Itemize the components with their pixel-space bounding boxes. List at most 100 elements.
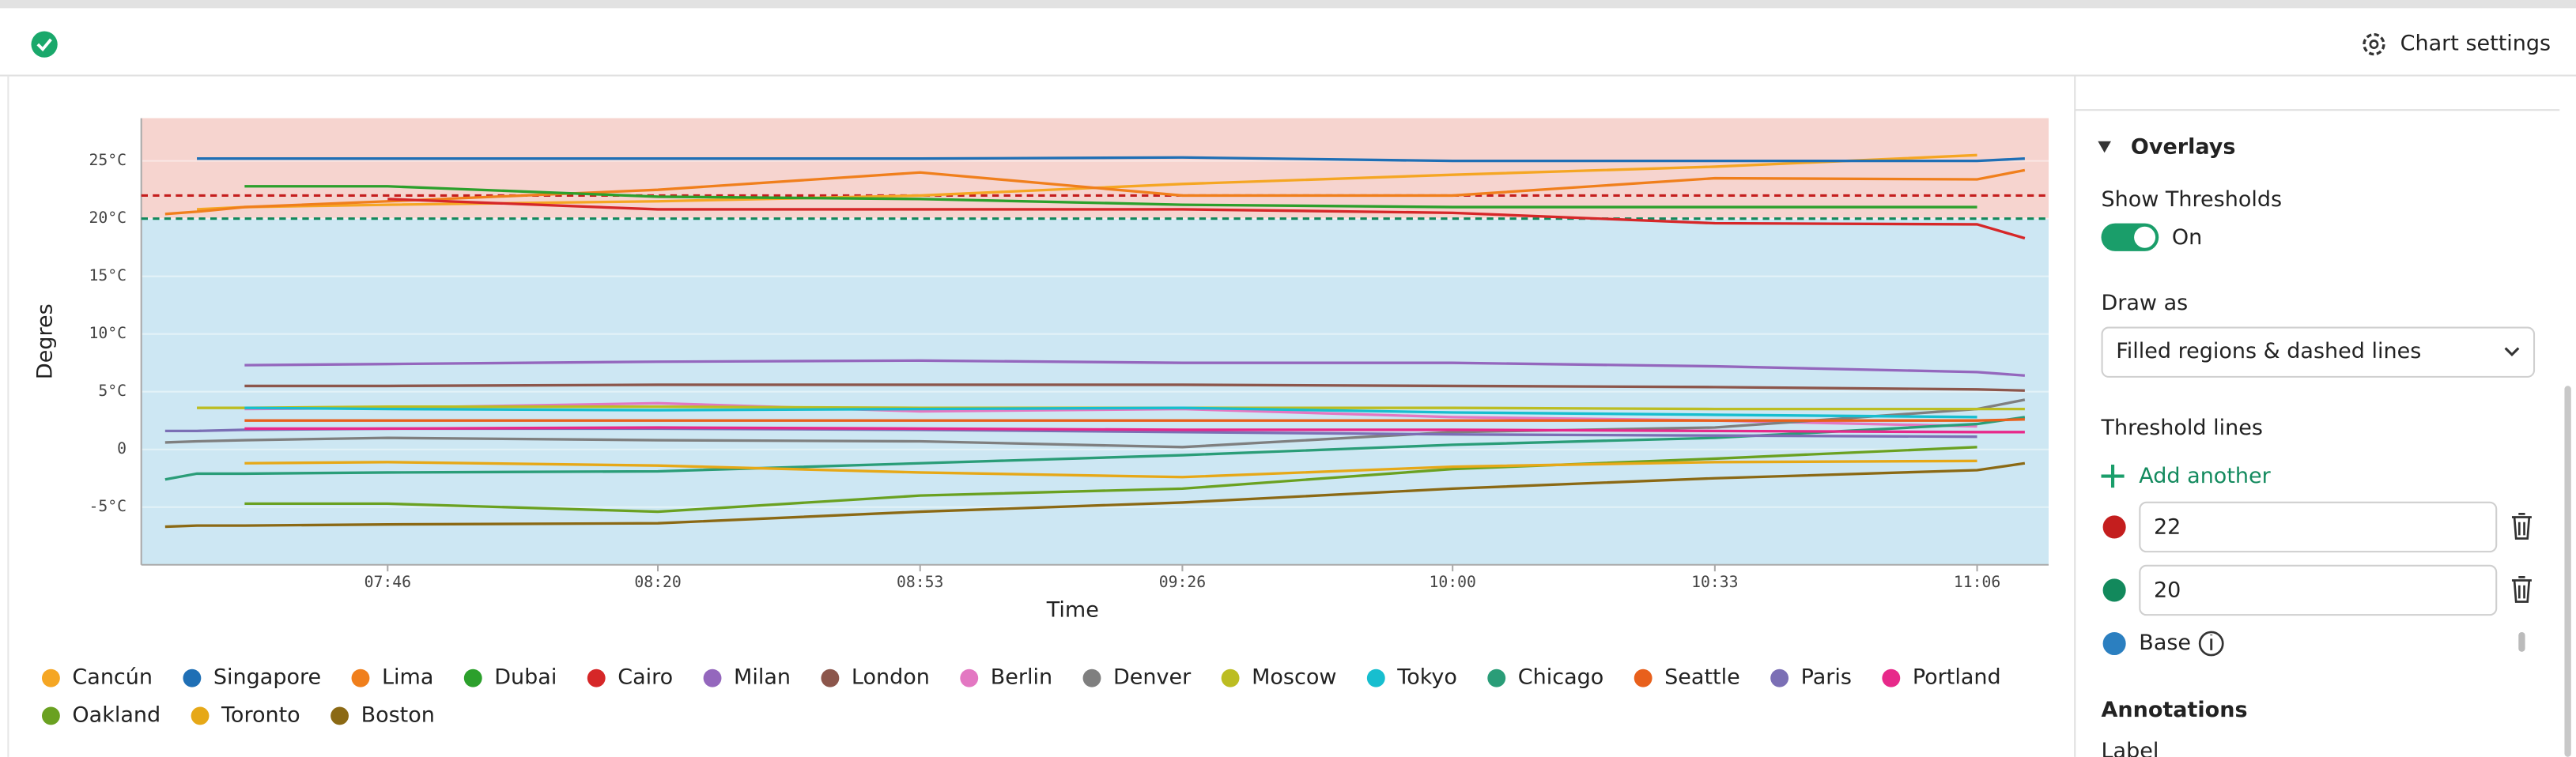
field-label: Draw as	[2102, 291, 2189, 315]
delete-icon[interactable]	[2511, 513, 2532, 540]
legend-label[interactable]: Cairo	[618, 665, 673, 690]
legend-item[interactable]: Singapore	[183, 665, 321, 690]
legend-swatch	[351, 668, 370, 687]
legend-swatch	[1366, 668, 1385, 687]
legend-swatch	[1487, 668, 1506, 687]
legend-swatch	[703, 668, 722, 687]
legend-label[interactable]: Chicago	[1518, 665, 1604, 690]
legend-label[interactable]: Singapore	[213, 665, 321, 690]
legend-label[interactable]: Portland	[1913, 665, 2001, 690]
x-tick-label: 08:20	[634, 573, 681, 591]
legend-label[interactable]: Tokyo	[1396, 665, 1457, 690]
x-tick-label: 09:26	[1159, 573, 1206, 591]
legend-label[interactable]: Paris	[1801, 665, 1852, 690]
y-axis-title: Degres	[33, 303, 58, 379]
chart-settings-label[interactable]: Chart settings	[2400, 32, 2551, 56]
x-axis-title: Time	[1046, 597, 1099, 622]
chart-settings-button[interactable]: Chart settings	[2363, 32, 2551, 56]
series-line	[244, 459, 1977, 479]
status-icon	[31, 31, 58, 58]
gear-icon	[2363, 32, 2385, 56]
legend-swatch	[1634, 668, 1652, 687]
toggle-label: On	[2172, 225, 2202, 250]
legend-item[interactable]: Berlin	[960, 665, 1052, 690]
legend-label[interactable]: Berlin	[991, 665, 1052, 690]
legend-item[interactable]: Moscow	[1221, 665, 1337, 690]
legend-label[interactable]: Seattle	[1664, 665, 1740, 690]
section-title: Annotations	[2102, 698, 2248, 722]
status-check	[36, 38, 52, 52]
info-icon[interactable]	[2198, 631, 2224, 657]
plus-icon[interactable]	[2101, 465, 2125, 488]
legend-label[interactable]: Cancún	[72, 665, 153, 690]
chart: 25°C 20°C 15°C 10°C 5°C 0 -5°C 07:46 08:20 08:53 0…	[89, 118, 2049, 591]
legend-swatch	[330, 706, 349, 725]
legend-item[interactable]: Oakland	[41, 702, 161, 727]
section-title[interactable]: Overlays	[2131, 135, 2236, 160]
legend-label[interactable]: London	[852, 665, 930, 690]
legend-item[interactable]: Dubai	[463, 665, 557, 690]
y-tick-label: -5°C	[89, 497, 127, 515]
legend-swatch	[191, 706, 210, 725]
base-color-dot[interactable]	[2102, 631, 2126, 656]
legend-label[interactable]: Lima	[382, 665, 433, 690]
legend-item[interactable]: Denver	[1082, 665, 1192, 690]
y-tick-label: 5°C	[98, 382, 127, 400]
top-bar	[0, 0, 2576, 9]
legend-swatch	[960, 668, 979, 687]
legend-item[interactable]: Seattle	[1634, 665, 1740, 690]
legend-item[interactable]: Lima	[351, 665, 434, 690]
legend-swatch	[41, 668, 60, 687]
legend-label[interactable]: Toronto	[221, 702, 300, 727]
legend-item[interactable]: London	[821, 665, 930, 690]
legend-item[interactable]: Milan	[703, 665, 791, 690]
chevron	[2504, 347, 2520, 357]
legend-swatch	[821, 668, 840, 687]
x-tick-label: 08:53	[897, 573, 943, 591]
threshold-input[interactable]	[2139, 564, 2498, 616]
select[interactable]	[2101, 326, 2536, 378]
y-tick-label: 15°C	[89, 266, 127, 284]
legend-item[interactable]: Cairo	[587, 665, 673, 690]
select-value: Filled regions & dashed lines	[2116, 339, 2421, 363]
legend-label[interactable]: Boston	[361, 702, 435, 727]
series-line	[164, 168, 2026, 216]
legend-item[interactable]: Boston	[330, 702, 435, 727]
legend-item[interactable]: Cancún	[41, 665, 153, 690]
threshold-input[interactable]	[2139, 501, 2498, 553]
legend-swatch	[1082, 668, 1101, 687]
add-button[interactable]: Add another	[2139, 464, 2271, 488]
legend-label[interactable]: Dubai	[494, 665, 557, 690]
series-line	[197, 156, 2025, 163]
legend-item[interactable]: Chicago	[1487, 665, 1603, 690]
legend-item[interactable]: Portland	[1882, 665, 2001, 690]
legend-label[interactable]: Oakland	[72, 702, 161, 727]
legend-label[interactable]: Milan	[734, 665, 791, 690]
legend-swatch	[1221, 668, 1240, 687]
legend-swatch	[1770, 668, 1789, 687]
legend-swatch	[183, 668, 202, 687]
field-label: Label	[2102, 739, 2159, 757]
legend-label[interactable]: Moscow	[1252, 665, 1336, 690]
threshold-color-dot[interactable]	[2102, 515, 2126, 539]
legend-item[interactable]: Tokyo	[1366, 665, 1457, 690]
series-line	[244, 406, 1977, 419]
legend: Cancún Singapore Lima Dubai Cairo Milan London…	[41, 665, 2001, 727]
inner-scrollbar[interactable]	[2518, 631, 2525, 652]
legend-label[interactable]: Denver	[1113, 665, 1192, 690]
collapse-icon[interactable]	[2098, 141, 2111, 153]
legend-swatch	[41, 706, 60, 725]
legend-item[interactable]: Toronto	[191, 702, 300, 727]
y-tick-label: 25°C	[89, 151, 127, 169]
x-tick-label: 10:33	[1691, 573, 1738, 591]
legend-item[interactable]: Paris	[1770, 665, 1852, 690]
series-line	[164, 461, 2026, 529]
x-tick-label: 07:46	[364, 573, 411, 591]
settings-panel: Overlays Show Thresholds On Draw as Fill…	[2074, 75, 2571, 757]
field-label: Show Thresholds	[2102, 187, 2283, 212]
threshold-color-dot[interactable]	[2102, 578, 2126, 602]
scrollbar[interactable]	[2564, 386, 2571, 757]
threshold-input-value: 22	[2154, 515, 2181, 540]
delete-icon[interactable]	[2511, 576, 2532, 603]
series-line	[244, 359, 2025, 377]
